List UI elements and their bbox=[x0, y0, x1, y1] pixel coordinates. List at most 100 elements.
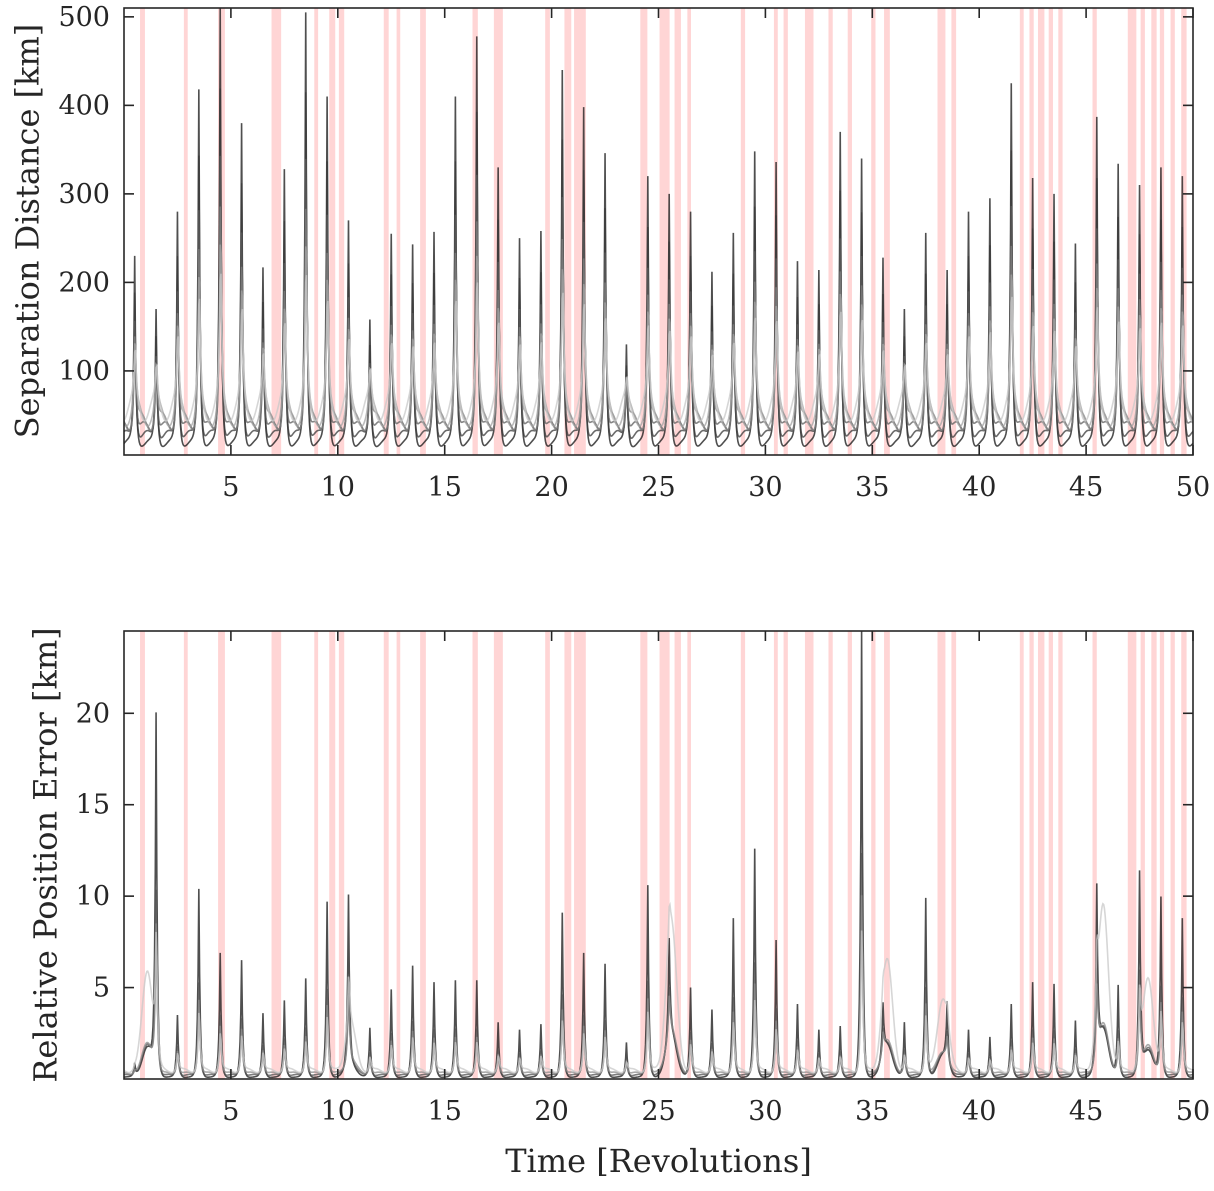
shaded-band bbox=[1048, 8, 1053, 455]
x-axis-label: Time [Revolutions] bbox=[505, 1142, 812, 1180]
shaded-band bbox=[1127, 631, 1137, 1079]
shaded-band bbox=[1092, 631, 1097, 1079]
shaded-band bbox=[773, 631, 778, 1079]
shaded-band bbox=[574, 631, 586, 1079]
x-tick-label: 25 bbox=[641, 472, 675, 503]
shaded-band bbox=[383, 8, 389, 455]
shaded-band bbox=[183, 8, 188, 455]
shaded-band bbox=[937, 631, 946, 1079]
shaded-band bbox=[329, 8, 336, 455]
x-tick-label: 30 bbox=[748, 1096, 782, 1127]
x-tick-label: 5 bbox=[222, 472, 239, 503]
shaded-band bbox=[396, 631, 401, 1079]
x-tick-label: 10 bbox=[321, 472, 355, 503]
ticks-top: 5 10 15 20 25 30 35 40 45 50 100 200 300 400 500 bbox=[58, 2, 1210, 503]
separation-distance-panel: 5 10 15 20 25 30 35 40 45 50 100 200 300 400 500 Separ… bbox=[9, 2, 1211, 503]
shaded-band bbox=[329, 631, 336, 1079]
shaded-band bbox=[1151, 631, 1157, 1079]
shaded-band bbox=[659, 8, 670, 455]
y-tick-label: 20 bbox=[76, 698, 110, 729]
x-tick-label: 10 bbox=[321, 1096, 355, 1127]
shaded-band bbox=[314, 8, 319, 455]
shaded-band bbox=[1170, 631, 1175, 1079]
shaded-band bbox=[396, 8, 401, 455]
shaded-band bbox=[804, 8, 814, 455]
shaded-band bbox=[420, 8, 426, 455]
x-tick-label: 20 bbox=[534, 472, 568, 503]
shaded-band bbox=[420, 631, 426, 1079]
shaded-band bbox=[674, 8, 681, 455]
shaded-band bbox=[1092, 8, 1097, 455]
shaded-band bbox=[640, 8, 648, 455]
y-tick-label: 200 bbox=[58, 267, 110, 298]
x-tick-label: 50 bbox=[1176, 1096, 1210, 1127]
shaded-band bbox=[740, 631, 746, 1079]
shaded-band bbox=[828, 631, 833, 1079]
shaded-band bbox=[545, 8, 550, 455]
shaded-band bbox=[1140, 631, 1145, 1079]
shaded-band bbox=[828, 8, 833, 455]
shaded-band bbox=[1181, 631, 1187, 1079]
shaded-band bbox=[674, 631, 681, 1079]
shaded-band bbox=[640, 631, 648, 1079]
shaded-band bbox=[338, 8, 345, 455]
shaded-band bbox=[1058, 8, 1063, 455]
ticks-bottom: 5 10 15 20 25 30 35 40 45 50 5 10 15 20 bbox=[76, 631, 1210, 1127]
shaded-band bbox=[1170, 8, 1175, 455]
x-tick-label: 35 bbox=[855, 1096, 889, 1127]
x-tick-label: 30 bbox=[748, 472, 782, 503]
shaded-band bbox=[871, 8, 876, 455]
shaded-band bbox=[937, 8, 946, 455]
y-tick-label: 100 bbox=[58, 356, 110, 387]
shaded-band bbox=[271, 8, 282, 455]
shaded-band bbox=[884, 631, 890, 1079]
shaded-bands-bottom bbox=[140, 631, 1187, 1079]
shaded-band bbox=[804, 631, 814, 1079]
series-line bbox=[124, 901, 1193, 1074]
y-axis-label-top: Separation Distance [km] bbox=[9, 24, 47, 439]
shaded-band bbox=[847, 631, 852, 1079]
series-lines-top bbox=[124, 8, 1193, 448]
y-tick-label: 300 bbox=[58, 179, 110, 210]
shaded-band bbox=[545, 631, 550, 1079]
shaded-band bbox=[1159, 631, 1165, 1079]
shaded-band bbox=[314, 631, 319, 1079]
shaded-band bbox=[338, 631, 345, 1079]
relative-position-error-panel: 5 10 15 20 25 30 35 40 45 50 5 10 15 20 Relative Posi… bbox=[27, 627, 1211, 1180]
shaded-band bbox=[183, 631, 188, 1079]
x-tick-label: 35 bbox=[855, 472, 889, 503]
shaded-band bbox=[1181, 8, 1187, 455]
x-tick-label: 15 bbox=[428, 472, 462, 503]
y-tick-label: 15 bbox=[76, 790, 110, 821]
shaded-band bbox=[218, 631, 225, 1079]
shaded-band bbox=[271, 631, 282, 1079]
y-tick-label: 10 bbox=[76, 881, 110, 912]
shaded-band bbox=[1037, 631, 1045, 1079]
shaded-band bbox=[740, 8, 746, 455]
shaded-band bbox=[1019, 8, 1024, 455]
x-tick-label: 5 bbox=[222, 1096, 239, 1127]
shaded-band bbox=[1151, 8, 1157, 455]
x-tick-label: 20 bbox=[534, 1096, 568, 1127]
x-tick-label: 45 bbox=[1069, 1096, 1103, 1127]
shaded-band bbox=[493, 631, 503, 1079]
shaded-band bbox=[564, 631, 572, 1079]
shaded-bands-top bbox=[140, 8, 1187, 455]
shaded-band bbox=[783, 8, 788, 455]
shaded-band bbox=[847, 8, 852, 455]
shaded-band bbox=[140, 631, 145, 1079]
shaded-band bbox=[1058, 631, 1063, 1079]
x-tick-label: 50 bbox=[1176, 472, 1210, 503]
y-tick-label: 500 bbox=[58, 2, 110, 33]
shaded-band bbox=[574, 8, 586, 455]
series-line bbox=[124, 273, 1193, 422]
x-tick-label: 25 bbox=[641, 1096, 675, 1127]
shaded-band bbox=[1048, 631, 1053, 1079]
x-tick-label: 45 bbox=[1069, 472, 1103, 503]
shaded-band bbox=[659, 631, 670, 1079]
shaded-band bbox=[687, 8, 691, 455]
x-tick-label: 40 bbox=[962, 472, 996, 503]
x-tick-label: 15 bbox=[428, 1096, 462, 1127]
